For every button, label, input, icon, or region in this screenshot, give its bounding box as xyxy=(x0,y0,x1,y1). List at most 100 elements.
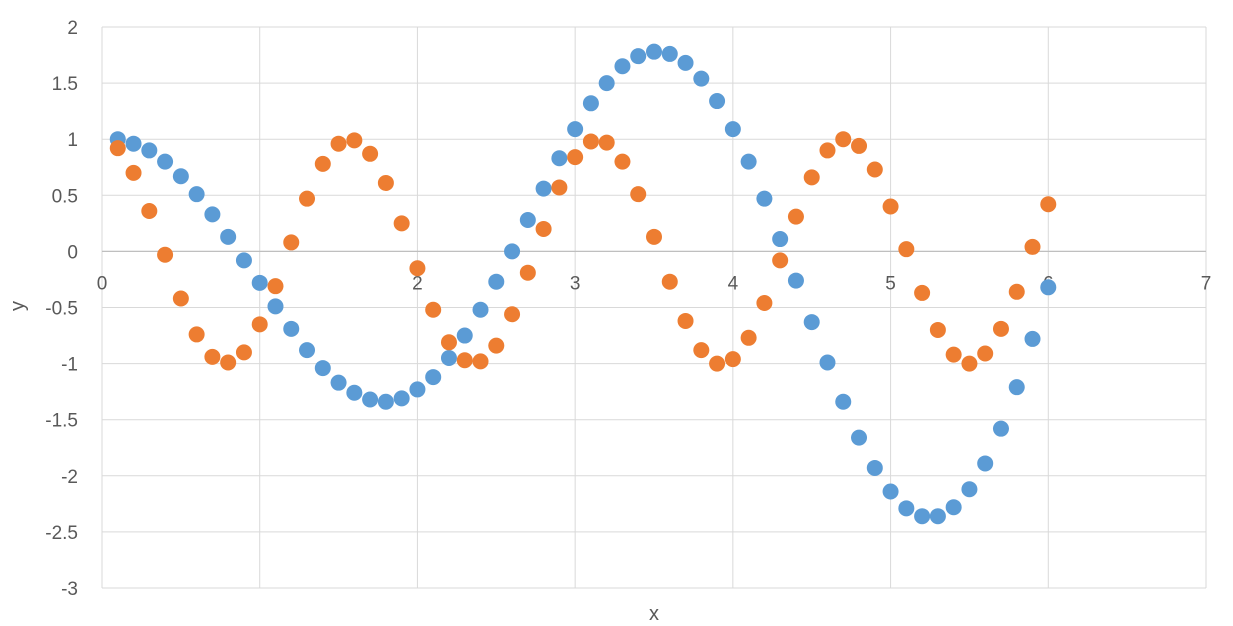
data-point xyxy=(866,459,883,476)
data-point xyxy=(803,169,820,186)
y-axis-title: y xyxy=(7,301,29,311)
data-point xyxy=(425,301,442,318)
data-point xyxy=(646,228,662,245)
data-point xyxy=(488,273,505,290)
data-point xyxy=(567,149,584,166)
data-point xyxy=(977,455,994,472)
data-point xyxy=(535,220,552,237)
data-point xyxy=(409,260,426,277)
y-tick-label: -1 xyxy=(61,355,78,376)
x-tick-label: 7 xyxy=(1201,273,1212,294)
data-point xyxy=(109,140,126,157)
data-point xyxy=(787,272,804,289)
data-point xyxy=(992,320,1009,337)
data-point xyxy=(661,45,678,62)
data-point xyxy=(267,298,284,315)
data-point xyxy=(1040,279,1057,296)
data-point xyxy=(456,327,473,344)
data-point xyxy=(914,508,931,525)
data-point xyxy=(851,429,868,446)
data-point xyxy=(803,314,820,331)
data-point xyxy=(945,499,962,516)
y-tick-label: -1.5 xyxy=(45,411,78,432)
data-point xyxy=(141,142,158,159)
data-point xyxy=(330,135,347,152)
grid-lines xyxy=(101,26,1207,589)
data-point xyxy=(157,246,174,263)
y-tick-label: -2 xyxy=(61,467,78,488)
data-point xyxy=(709,93,726,110)
data-point xyxy=(866,161,883,178)
data-point xyxy=(440,334,457,351)
data-point xyxy=(519,211,536,228)
data-point xyxy=(677,312,694,329)
data-points xyxy=(109,43,1057,525)
data-point xyxy=(677,54,694,71)
data-point xyxy=(929,321,946,338)
data-point xyxy=(945,346,962,363)
x-tick-label: 0 xyxy=(97,273,108,294)
data-point xyxy=(330,374,347,391)
data-point xyxy=(819,354,836,371)
data-point xyxy=(630,186,647,203)
data-point xyxy=(1040,196,1057,213)
data-point xyxy=(724,121,741,138)
y-tick-label: -2.5 xyxy=(45,523,78,544)
data-point xyxy=(661,273,678,290)
data-point xyxy=(362,391,379,408)
data-point xyxy=(409,381,426,398)
data-point xyxy=(456,352,473,369)
data-point xyxy=(141,203,158,220)
data-point xyxy=(299,190,316,207)
data-point xyxy=(425,369,442,386)
series-1 xyxy=(109,43,1057,525)
data-point xyxy=(472,353,489,370)
data-point xyxy=(614,153,631,170)
data-point xyxy=(488,337,505,354)
y-tick-label: 2 xyxy=(67,18,78,39)
data-point xyxy=(1024,330,1041,347)
data-point xyxy=(362,145,379,162)
data-point xyxy=(535,180,552,197)
data-point xyxy=(125,135,142,152)
data-point xyxy=(898,241,915,258)
y-tick-labels: -3 -2.5 -2 -1.5 -1 -0.5 0 0.5 1 1.5 2 xyxy=(45,18,78,600)
data-point xyxy=(283,320,300,337)
data-point xyxy=(819,142,836,159)
data-point xyxy=(598,75,615,92)
data-point xyxy=(504,243,521,260)
data-point xyxy=(882,483,899,500)
data-point xyxy=(220,228,237,245)
data-point xyxy=(299,342,316,359)
data-point xyxy=(172,290,189,307)
data-point xyxy=(693,342,710,359)
data-point xyxy=(851,137,868,154)
series-2 xyxy=(109,131,1057,372)
data-point xyxy=(267,278,284,295)
data-point xyxy=(346,132,363,149)
data-point xyxy=(251,274,268,291)
data-point xyxy=(835,131,852,148)
data-point xyxy=(346,384,363,401)
data-point xyxy=(188,326,205,343)
data-point xyxy=(204,206,221,223)
data-point xyxy=(961,481,978,498)
data-point xyxy=(787,208,804,225)
data-point xyxy=(582,133,599,150)
data-point xyxy=(598,134,615,151)
data-point xyxy=(709,355,726,372)
data-point xyxy=(929,508,946,525)
data-point xyxy=(772,231,789,248)
y-tick-label: 1.5 xyxy=(52,74,78,95)
data-point xyxy=(614,58,631,75)
data-point xyxy=(740,153,757,170)
data-point xyxy=(393,215,410,232)
data-point xyxy=(377,174,394,191)
data-point xyxy=(204,348,221,365)
data-point xyxy=(519,264,536,281)
x-tick-label: 5 xyxy=(885,273,896,294)
y-tick-label: 0.5 xyxy=(52,186,78,207)
data-point xyxy=(646,43,662,60)
